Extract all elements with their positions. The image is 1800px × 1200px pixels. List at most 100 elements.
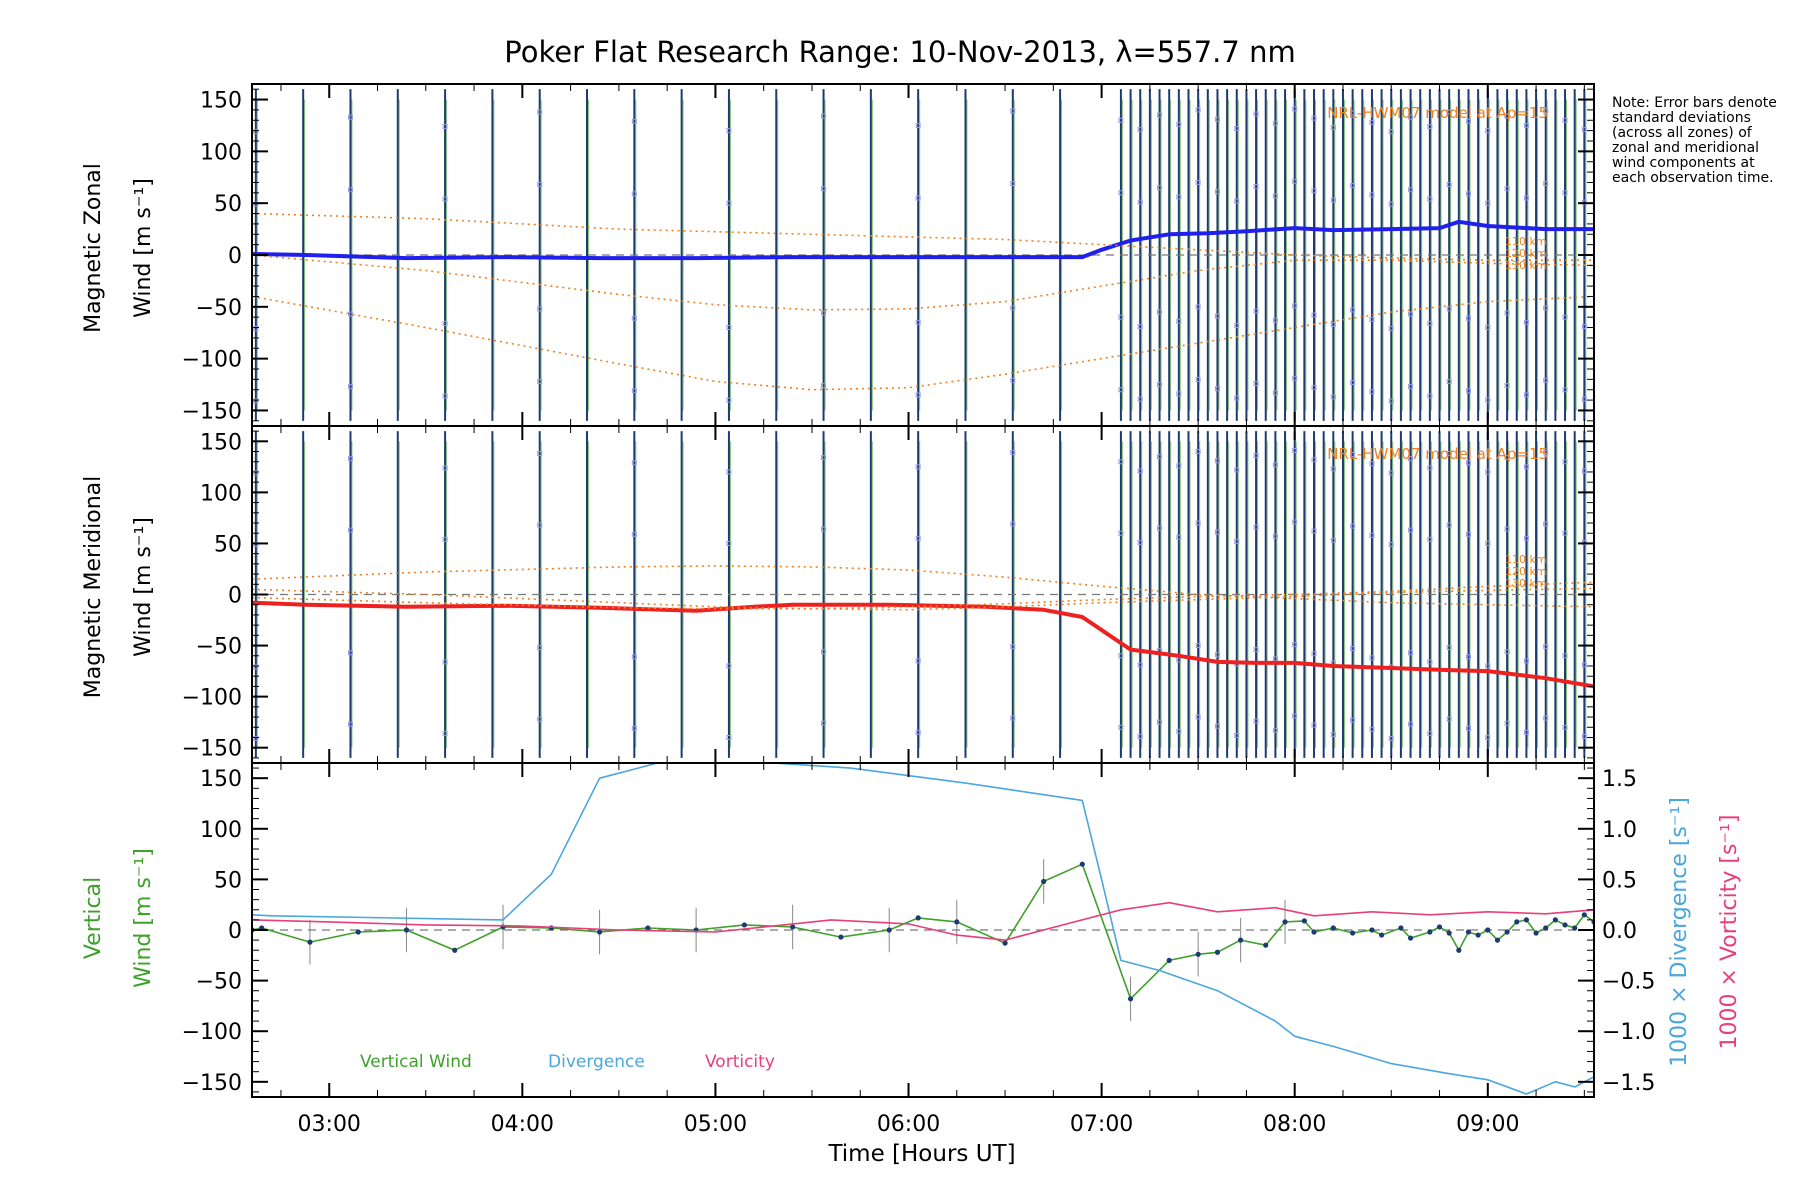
meridional-zone-sample	[1388, 541, 1394, 547]
meridional-y-tick-label: 50	[214, 532, 242, 557]
x-tick-label: 06:00	[877, 1112, 940, 1137]
meridional-zone-sample	[442, 730, 448, 736]
meridional-zone-sample	[1311, 528, 1317, 534]
meridional-zone-sample	[1369, 461, 1375, 467]
zonal-zone-sample	[1369, 316, 1375, 322]
zonal-y-label-line1: Magnetic Zonal	[81, 163, 106, 333]
zonal-alt-110: 110 km	[1505, 235, 1547, 248]
meridional-zone-sample	[1581, 733, 1587, 739]
meridional-zone-sample	[1562, 653, 1568, 659]
vertical-wind-point	[403, 927, 410, 933]
right-axis-tick-label: −0.5	[1602, 970, 1655, 995]
zonal-y-tick-label: 150	[200, 89, 242, 114]
zonal-zone-sample	[1504, 113, 1510, 119]
zonal-zone-sample	[347, 187, 353, 193]
meridional-model-label: NRL-HWM07 model at Ap=15	[1327, 445, 1548, 463]
zonal-zone-sample	[1427, 123, 1433, 129]
meridional-zone-sample	[1176, 534, 1182, 540]
meridional-zone-sample	[1272, 656, 1278, 662]
meridional-zone-sample	[1369, 655, 1375, 661]
meridional-zone-sample	[1137, 468, 1143, 474]
meridional-zone-sample	[726, 734, 732, 740]
vertical-wind-point	[1456, 947, 1462, 953]
chart-title: Poker Flat Research Range: 10-Nov-2013, …	[504, 35, 1295, 69]
vertical-wind-point	[645, 925, 651, 931]
vertical-wind-point	[790, 924, 796, 930]
vertical-wind-point	[1543, 925, 1549, 931]
meridional-zone-sample	[1157, 454, 1163, 460]
meridional-zone-sample	[631, 531, 637, 537]
vertical-wind-point	[1214, 949, 1221, 955]
vertical-wind-point	[1369, 927, 1375, 933]
zonal-zone-sample	[1118, 387, 1124, 393]
zonal-zone-sample	[1562, 117, 1568, 123]
meridional-zone-sample	[1234, 538, 1240, 544]
vertical-wind-point	[1079, 861, 1085, 867]
zonal-zone-sample	[442, 196, 448, 202]
meridional-zone-sample	[537, 716, 543, 722]
meridional-zone-sample	[1523, 729, 1529, 735]
zonal-zone-sample	[442, 393, 448, 399]
meridional-zone-sample	[1214, 723, 1220, 729]
meridional-zone-sample	[1485, 734, 1491, 740]
meridional-zone-sample	[537, 451, 543, 457]
zonal-zone-sample	[726, 128, 732, 134]
zonal-zone-sample	[1214, 386, 1220, 392]
meridional-zone-sample	[1214, 529, 1220, 535]
zonal-zone-sample	[442, 320, 448, 326]
meridional-zone-sample	[442, 536, 448, 542]
vertical-wind-point	[1238, 937, 1244, 943]
vertical-wind-point	[1436, 924, 1443, 930]
zonal-zone-sample	[1446, 182, 1452, 188]
zonal-zone-sample	[1581, 127, 1587, 133]
zonal-zone-sample	[1543, 108, 1549, 114]
zonal-zone-sample	[1543, 377, 1549, 383]
meridional-zone-sample	[1253, 524, 1259, 530]
zonal-zone-sample	[1350, 307, 1356, 313]
vertical-wind-point	[1533, 930, 1539, 936]
zonal-zone-sample	[631, 118, 637, 124]
time-axis: 03:00 04:00 05:00 06:00 07:00 08:00 09:00	[298, 1112, 1520, 1137]
meridional-zone-sample	[1485, 663, 1491, 669]
zonal-zone-sample	[1465, 315, 1471, 321]
meridional-zone-sample	[1118, 724, 1124, 730]
meridional-zone-sample	[1272, 727, 1278, 733]
zonal-zone-sample	[1543, 180, 1549, 186]
zonal-zone-sample	[1010, 305, 1016, 311]
meridional-series-nrl-hwm07-130-km	[252, 587, 1594, 611]
meridional-zone-sample	[821, 455, 827, 461]
zonal-zone-sample	[1311, 385, 1317, 391]
x-tick-label: 09:00	[1456, 1112, 1519, 1137]
meridional-zone-sample	[1543, 521, 1549, 527]
zonal-zone-sample	[1311, 312, 1317, 318]
zonal-zone-sample	[1010, 180, 1016, 186]
zonal-zone-sample	[1272, 390, 1278, 396]
meridional-zone-sample	[1446, 716, 1452, 722]
vertical-plot-area	[252, 763, 1594, 1095]
meridional-zone-sample	[631, 460, 637, 466]
vertical-y-tick-label: −50	[196, 970, 242, 995]
vertical-series-vertical-wind	[252, 863, 1594, 1000]
vertical-wind-point	[1041, 878, 1047, 885]
meridional-zone-sample	[821, 526, 827, 532]
zonal-zone-sample	[1272, 317, 1278, 323]
meridional-y-tick-label: 100	[200, 481, 242, 506]
meridional-zone-sample	[1350, 717, 1356, 723]
vertical-wind-point	[1263, 942, 1269, 948]
zonal-zone-sample	[1234, 198, 1240, 204]
zonal-y-tick-label: −150	[182, 399, 242, 424]
zonal-zone-sample	[915, 319, 921, 325]
meridional-zone-sample	[1253, 647, 1259, 653]
zonal-zone-sample	[821, 186, 827, 192]
zonal-zone-sample	[1523, 195, 1529, 201]
meridional-zone-sample	[915, 658, 921, 664]
right-axis-tick-label: 0.0	[1602, 919, 1637, 944]
meridional-zone-sample	[1485, 540, 1491, 546]
meridional-y-tick-label: −50	[196, 635, 242, 660]
zonal-zone-sample	[537, 109, 543, 115]
meridional-series-magnetic-meridional-wind	[252, 600, 1594, 689]
zonal-zone-sample	[1234, 322, 1240, 328]
zonal-zone-sample	[1388, 326, 1394, 332]
zonal-zone-sample	[821, 310, 827, 316]
vertical-wind-point	[886, 927, 892, 933]
